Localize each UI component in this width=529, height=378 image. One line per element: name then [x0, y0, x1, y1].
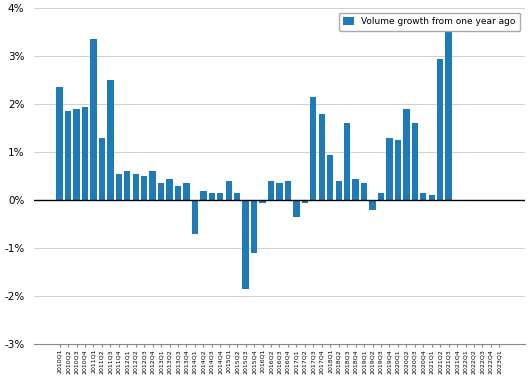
Bar: [99, 138, 105, 200]
Bar: [57, 87, 63, 200]
Bar: [403, 109, 409, 200]
Bar: [412, 123, 418, 200]
Bar: [428, 195, 435, 200]
Bar: [217, 193, 223, 200]
Bar: [175, 186, 181, 200]
Bar: [344, 123, 350, 200]
Bar: [310, 97, 316, 200]
Bar: [251, 200, 257, 253]
Bar: [369, 200, 376, 210]
Bar: [150, 171, 156, 200]
Bar: [361, 183, 367, 200]
Bar: [208, 193, 215, 200]
Bar: [335, 181, 342, 200]
Bar: [141, 176, 148, 200]
Bar: [420, 193, 426, 200]
Bar: [293, 200, 299, 217]
Legend: Volume growth from one year ago: Volume growth from one year ago: [339, 13, 521, 31]
Bar: [285, 181, 291, 200]
Bar: [302, 200, 308, 203]
Bar: [259, 200, 266, 203]
Bar: [90, 39, 97, 200]
Bar: [133, 174, 139, 200]
Bar: [352, 178, 359, 200]
Bar: [191, 200, 198, 234]
Bar: [183, 183, 189, 200]
Bar: [167, 178, 173, 200]
Bar: [116, 174, 122, 200]
Bar: [318, 114, 325, 200]
Bar: [378, 193, 384, 200]
Bar: [268, 181, 274, 200]
Bar: [107, 80, 114, 200]
Bar: [74, 109, 80, 200]
Bar: [386, 138, 393, 200]
Bar: [327, 155, 333, 200]
Bar: [242, 200, 249, 289]
Bar: [82, 107, 88, 200]
Bar: [234, 193, 240, 200]
Bar: [395, 140, 401, 200]
Bar: [158, 183, 165, 200]
Bar: [276, 183, 282, 200]
Bar: [225, 181, 232, 200]
Bar: [200, 191, 206, 200]
Bar: [437, 59, 443, 200]
Bar: [65, 112, 71, 200]
Bar: [124, 171, 131, 200]
Bar: [445, 32, 452, 200]
